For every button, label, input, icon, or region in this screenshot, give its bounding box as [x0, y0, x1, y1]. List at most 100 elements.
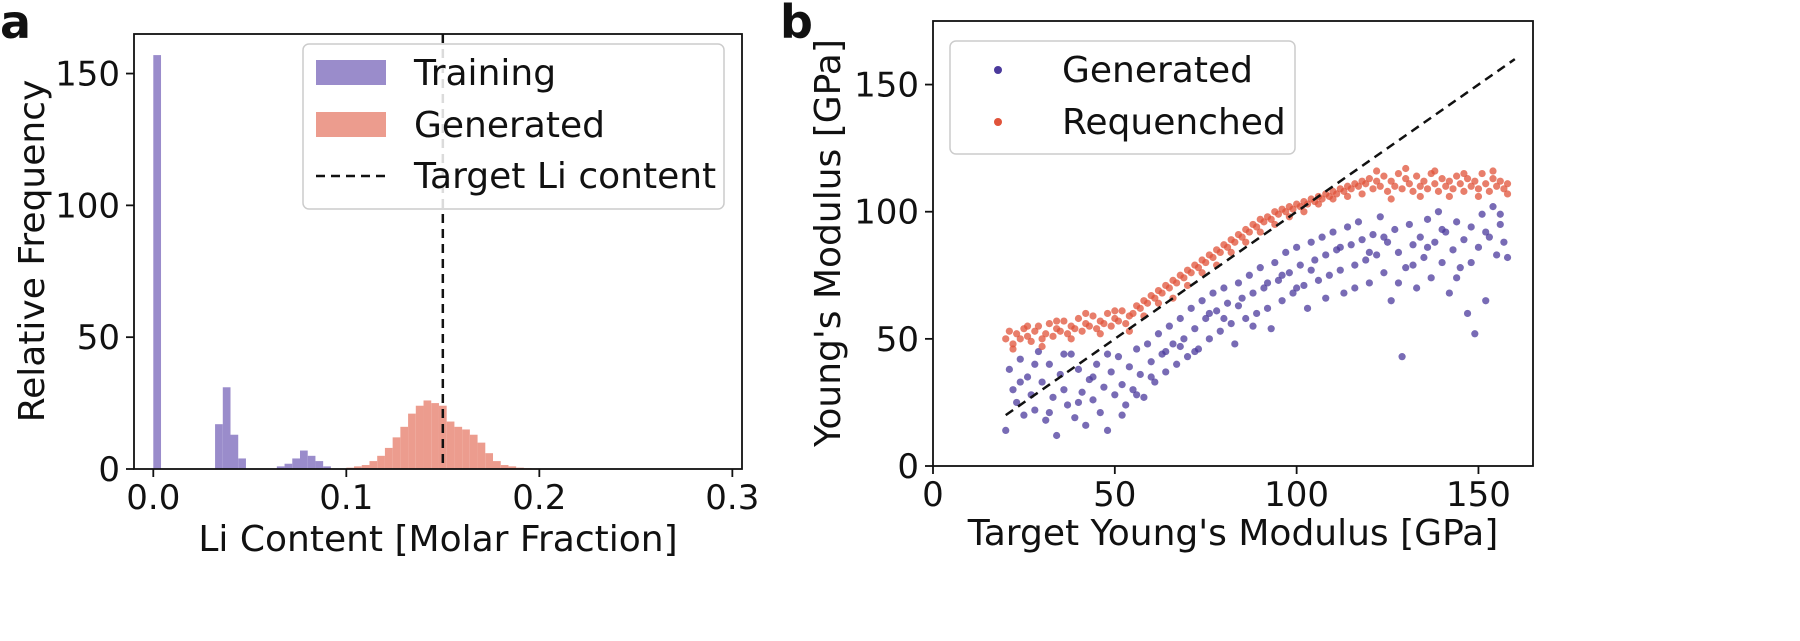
generated-point	[1503, 253, 1512, 262]
generated-point	[1213, 307, 1221, 315]
generated-point	[1249, 289, 1257, 297]
legend-label-requenched: Requenched	[1062, 102, 1286, 143]
generated-point	[1409, 261, 1417, 269]
generated-point	[1380, 233, 1388, 241]
x-tick-label: 0.3	[705, 478, 759, 518]
generated-point	[1013, 398, 1021, 407]
requenched-point	[1442, 182, 1450, 190]
generated-point	[1227, 320, 1235, 328]
generated-point	[1453, 274, 1461, 282]
generated-point	[1187, 304, 1195, 312]
requenched-point	[1082, 309, 1090, 318]
training-bar	[153, 55, 162, 469]
generated-point	[1009, 386, 1017, 394]
requenched-point	[1023, 322, 1032, 330]
requenched-point	[1056, 327, 1064, 335]
requenched-point	[1343, 192, 1352, 201]
requenched-point	[1202, 258, 1210, 267]
generated-point	[1296, 261, 1304, 269]
generated-point	[1413, 284, 1421, 292]
generated-point	[1438, 258, 1446, 267]
generated-point	[1074, 365, 1083, 373]
requenched-point	[1136, 304, 1144, 312]
generated-point	[1358, 236, 1366, 244]
requenched-point	[1143, 299, 1152, 307]
requenched-point	[1238, 233, 1246, 241]
requenched-point	[1416, 182, 1424, 190]
requenched-point	[1373, 167, 1381, 175]
generated-point	[1311, 256, 1319, 264]
generated-point	[1289, 289, 1297, 297]
generated-bar	[384, 447, 393, 469]
generated-bar	[415, 405, 424, 469]
panel-a-y-label: Relative Frequency	[12, 80, 53, 423]
generated-point	[1176, 314, 1184, 323]
requenched-point	[1460, 169, 1468, 178]
requenched-point	[1042, 330, 1050, 338]
generated-point	[1285, 269, 1293, 277]
generated-point	[1143, 340, 1152, 348]
panel-b-y-ticks: 0 50 100 150	[854, 66, 933, 487]
generated-point	[1263, 304, 1272, 312]
generated-point	[1322, 294, 1330, 302]
requenched-point	[1245, 228, 1253, 236]
generated-point	[1365, 248, 1373, 256]
requenched-point	[1267, 215, 1275, 223]
requenched-point	[1103, 309, 1112, 318]
generated-point	[1176, 342, 1184, 351]
requenched-point	[1387, 177, 1395, 185]
generated-point	[1496, 210, 1504, 218]
y-tick-label: 50	[77, 318, 120, 358]
legend-label-target: Target Li content	[413, 156, 716, 197]
generated-bar	[493, 461, 501, 469]
generated-bar	[361, 465, 370, 469]
generated-point	[1391, 225, 1399, 234]
generated-point	[1234, 279, 1243, 287]
requenched-point	[1423, 185, 1432, 193]
generated-bar	[431, 403, 439, 469]
requenched-point	[1009, 340, 1017, 348]
requenched-point	[1198, 269, 1206, 277]
requenched-point	[1383, 187, 1392, 195]
generated-point	[1434, 208, 1443, 216]
y-tick-label: 50	[876, 320, 919, 360]
generated-point	[1154, 330, 1163, 338]
generated-point	[1314, 276, 1323, 284]
requenched-point	[1445, 177, 1453, 185]
requenched-point	[1333, 190, 1341, 198]
generated-point	[1271, 258, 1279, 267]
panel-a-y-ticks: 0 50 100 150	[55, 55, 134, 490]
generated-point	[1031, 360, 1039, 368]
requenched-point	[1503, 190, 1512, 198]
x-tick-label: 150	[1446, 475, 1511, 515]
generated-point	[1096, 409, 1104, 417]
generated-point	[1402, 264, 1410, 272]
generated-point	[1293, 243, 1301, 251]
generated-point	[1045, 360, 1053, 368]
requenched-point	[1063, 330, 1072, 338]
requenched-point	[1449, 185, 1457, 193]
requenched-point	[1460, 187, 1468, 195]
generated-point	[1111, 391, 1119, 399]
requenched-point	[1365, 175, 1373, 183]
requenched-point	[1125, 327, 1133, 335]
generated-point	[1274, 276, 1283, 284]
generated-point	[1456, 264, 1464, 272]
requenched-point	[1318, 195, 1326, 203]
requenched-point	[1151, 294, 1159, 302]
generated-point	[1151, 378, 1159, 386]
training-bar	[238, 458, 246, 469]
panel-b-frame	[932, 20, 1534, 467]
y-tick-label: 150	[55, 55, 120, 95]
generated-point	[1340, 289, 1348, 297]
generated-point	[1118, 411, 1126, 419]
generated-bar	[377, 455, 385, 469]
legend-label-generated: Generated	[414, 105, 605, 146]
legend-label-training: Training	[413, 53, 556, 94]
generated-point	[1463, 309, 1472, 318]
requenched-point	[1474, 192, 1483, 201]
requenched-point	[1027, 337, 1035, 345]
generated-point	[1165, 322, 1173, 330]
generated-point	[1398, 353, 1406, 361]
x-tick-label: 0.1	[319, 478, 373, 518]
